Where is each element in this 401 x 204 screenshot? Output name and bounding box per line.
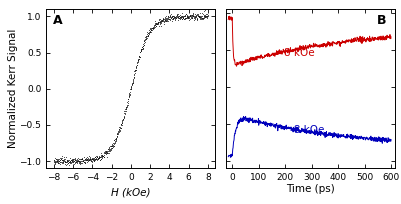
X-axis label: H (kOe): H (kOe) <box>111 188 150 198</box>
Text: B: B <box>377 14 387 27</box>
X-axis label: Time (ps): Time (ps) <box>286 184 335 194</box>
Y-axis label: Normalized Kerr Signal: Normalized Kerr Signal <box>8 29 18 149</box>
Text: 8 kOe: 8 kOe <box>284 48 314 58</box>
Text: A: A <box>53 14 63 27</box>
Text: -8 kOe: -8 kOe <box>290 125 325 135</box>
